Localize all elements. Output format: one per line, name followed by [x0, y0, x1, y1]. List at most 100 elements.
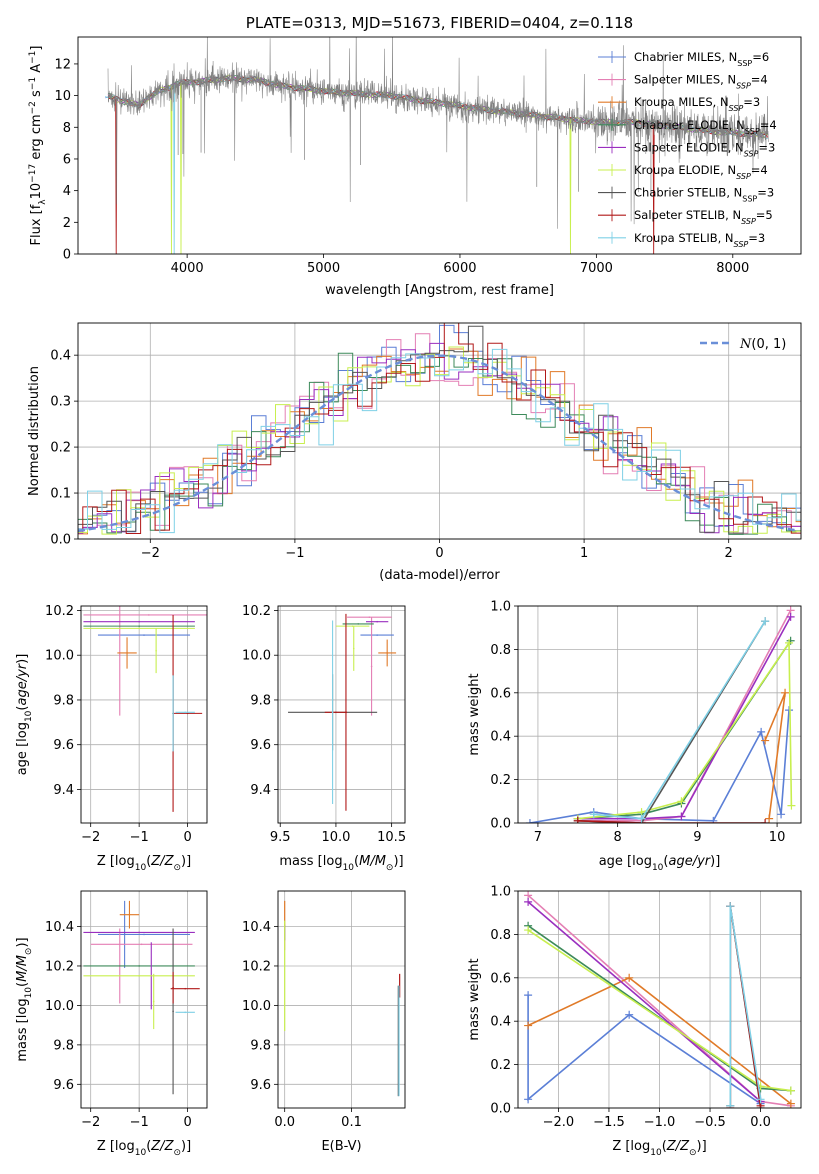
residuals-panel: −2 −1 0 1 2 0.0 0.1 0.2 0.3 0.4 (data-model)/error… — [27, 322, 802, 583]
weight_vs_Z-panel: −2.0 −1.5 −1.0 −0.5 0.0 0.0 0.2 0.4 0.6 0.8 1.0 Z [… — [467, 885, 802, 1158]
legend-label: Salpeter MILES, NSSP=4 — [634, 73, 768, 91]
legend-label: Kroupa MILES, NSSP=3 — [634, 95, 760, 113]
x-tick-label: 6000 — [443, 261, 476, 276]
y-tick-label: 0.0 — [490, 1102, 511, 1117]
histogram-salpeter_stelib — [78, 323, 801, 534]
x-tick-label: 8 — [614, 830, 622, 845]
y-tick-label: 10.2 — [45, 604, 74, 619]
weight_vs_age-panel: 7 8 9 10 0.0 0.2 0.4 0.6 0.8 1.0 age [log10(age/yr… — [467, 600, 802, 873]
y-tick-label: 10.4 — [242, 920, 271, 935]
x-tick-label: −1.0 — [644, 1115, 676, 1130]
data-point — [184, 1011, 186, 1014]
axes-frame — [277, 890, 406, 1109]
series-marker — [524, 1095, 533, 1104]
y-tick-label: 0.0 — [490, 817, 511, 832]
data-point — [376, 634, 378, 636]
series-marker — [625, 973, 634, 982]
y-tick-label: 10.0 — [45, 999, 74, 1014]
y-tick-label: 12 — [54, 57, 71, 72]
series-marker — [765, 814, 774, 823]
data-point — [118, 654, 121, 657]
model-spectrum-gap — [179, 82, 182, 254]
series-line-salpeter_elodie — [577, 616, 792, 820]
y-tick-label: 0.2 — [490, 1058, 511, 1073]
x-tick-label: −1 — [285, 546, 304, 561]
y-tick-label: 10.0 — [45, 649, 74, 664]
series-marker — [785, 638, 794, 647]
y-tick-label: 6 — [63, 152, 71, 167]
y-tick-label: 0.4 — [50, 349, 71, 364]
histogram-salpeter_miles — [78, 333, 801, 534]
y-axis-label: mass weight — [467, 673, 482, 755]
y-tick-label: 9.8 — [250, 693, 271, 708]
x-axis-label: wavelength [Angstrom, rest frame] — [325, 283, 554, 298]
data-point — [184, 711, 186, 714]
data-point — [140, 943, 143, 946]
legend-label: Kroupa ELODIE, NSSP=4 — [634, 163, 768, 181]
data-point — [123, 933, 126, 936]
y-tick-label: 10.0 — [242, 649, 271, 664]
age_vs_mass-panel: 9.5 10.0 10.5 9.4 9.6 9.8 10.0 10.2 mass [log10(… — [242, 604, 406, 873]
y-axis-label: mass weight — [467, 958, 482, 1040]
y-tick-label: 0.6 — [490, 686, 511, 701]
data-point — [138, 931, 140, 934]
x-tick-label: 0 — [183, 830, 191, 845]
y-tick-label: 0 — [63, 248, 71, 263]
x-axis-label: Z [log10(Z/Z⊙)] — [97, 1139, 191, 1158]
legend-label: Chabrier STELIB, NSSP=3 — [634, 186, 774, 204]
chart-title: PLATE=0313, MJD=51673, FIBERID=0404, z=0… — [246, 14, 633, 32]
series-marker — [777, 810, 786, 819]
y-tick-label: 9.6 — [53, 738, 74, 753]
series-marker — [524, 897, 533, 906]
y-tick-label: 9.8 — [53, 1038, 74, 1053]
data-point — [148, 614, 150, 616]
data-point — [138, 627, 140, 630]
axes-frame — [80, 890, 208, 1109]
axes-frame — [77, 322, 802, 540]
y-axis-label: Flux [fλ10−17 erg cm−2 s−1 A−1] — [28, 46, 48, 246]
x-tick-label: 7000 — [580, 261, 613, 276]
histogram-chabrier_stelib — [78, 325, 801, 534]
data-point — [152, 1000, 155, 1003]
observed-spectrum — [107, 37, 769, 229]
x-tick-label: 5000 — [307, 261, 340, 276]
histogram-kroupa_stelib — [78, 348, 801, 534]
series-marker — [761, 617, 770, 626]
series-line-chabrier_stelib — [577, 620, 766, 823]
x-axis-label: E(B-V) — [321, 1139, 361, 1154]
y-tick-label: 0.1 — [50, 487, 71, 502]
model-spectrum-gap — [569, 119, 572, 254]
axes-frame — [80, 605, 208, 824]
x-tick-label: −2 — [81, 1115, 100, 1130]
series-marker — [709, 816, 718, 823]
y-tick-label: 10.2 — [45, 959, 74, 974]
legend-label: Chabrier ELODIE, NSSP=4 — [634, 118, 777, 136]
x-tick-label: 0.0 — [274, 1115, 295, 1130]
series-marker — [786, 612, 795, 621]
series-line-salpeter_elodie — [527, 901, 762, 1103]
y-tick-label: 9.8 — [250, 1038, 271, 1053]
x-tick-label: 0 — [183, 1115, 191, 1130]
series-marker — [787, 801, 796, 810]
y-tick-label: 9.4 — [53, 783, 74, 798]
data-point — [138, 975, 140, 977]
data-point — [370, 665, 373, 668]
x-tick-label: 9 — [693, 830, 701, 845]
data-point — [143, 933, 145, 936]
y-tick-label: 2 — [63, 216, 71, 231]
data-point — [138, 620, 140, 623]
y-axis-label: mass [log10(M/M⊙)] — [15, 937, 34, 1061]
model-spectrum-gap — [170, 86, 173, 254]
y-tick-label: 0.0 — [50, 533, 71, 548]
y-tick-label: 9.4 — [250, 783, 271, 798]
series-line-chabrier_elodie — [577, 640, 792, 820]
series-marker — [573, 816, 582, 823]
y-tick-label: 9.6 — [53, 1078, 74, 1093]
series-marker — [726, 902, 735, 911]
series-marker — [786, 1099, 795, 1108]
data-point — [186, 712, 189, 715]
x-axis-label: Z [log10(Z/Z⊙)] — [612, 1139, 706, 1158]
y-tick-label: 0.6 — [490, 971, 511, 986]
y-tick-label: 10 — [54, 89, 71, 104]
